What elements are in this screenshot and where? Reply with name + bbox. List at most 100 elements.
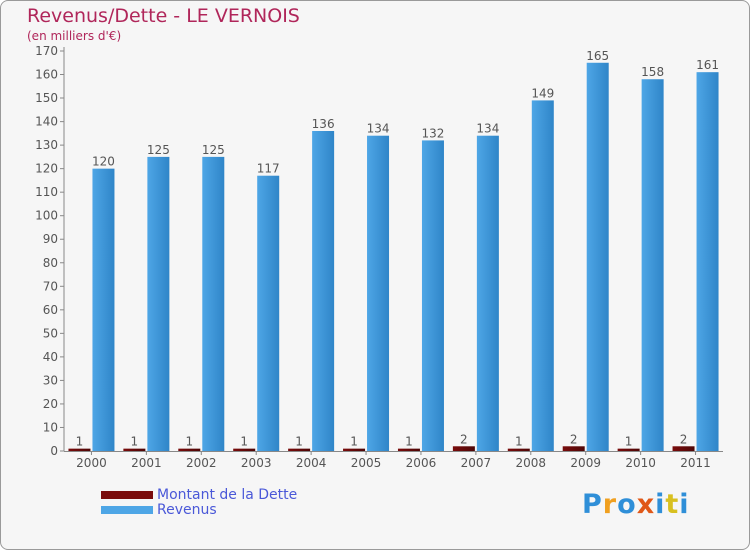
legend-swatch-dette bbox=[101, 490, 153, 499]
bar-revenus bbox=[312, 131, 335, 451]
x-tick-label: 2005 bbox=[351, 456, 382, 470]
data-label-revenus: 161 bbox=[696, 58, 719, 72]
bar-dette bbox=[672, 446, 695, 451]
bar-dette bbox=[288, 448, 311, 451]
data-label-dette: 2 bbox=[460, 432, 468, 446]
x-tick-label: 2007 bbox=[461, 456, 492, 470]
data-label-dette: 1 bbox=[76, 435, 84, 449]
bar-revenus bbox=[202, 156, 225, 451]
logo-letter: t bbox=[665, 489, 680, 520]
data-label-dette: 1 bbox=[295, 435, 303, 449]
data-label-revenus: 125 bbox=[147, 143, 170, 157]
y-tick-label: 140 bbox=[35, 115, 58, 129]
y-tick-label: 80 bbox=[43, 256, 58, 270]
data-label-dette: 1 bbox=[625, 435, 633, 449]
x-tick-label: 2009 bbox=[570, 456, 601, 470]
x-tick-label: 2002 bbox=[186, 456, 217, 470]
data-label-revenus: 134 bbox=[367, 122, 390, 136]
x-tick-label: 2010 bbox=[625, 456, 656, 470]
data-label-dette: 1 bbox=[131, 435, 139, 449]
logo-letter: i bbox=[679, 489, 690, 520]
bar-revenus bbox=[147, 156, 170, 451]
y-tick-label: 60 bbox=[43, 303, 58, 317]
logo-letter: P bbox=[582, 489, 603, 520]
x-tick-label: 2000 bbox=[76, 456, 107, 470]
bar-dette bbox=[507, 448, 530, 451]
data-label-dette: 2 bbox=[680, 432, 688, 446]
bar-dette bbox=[562, 446, 585, 451]
bar-dette bbox=[123, 448, 146, 451]
y-tick-label: 170 bbox=[35, 44, 58, 58]
y-tick-label: 10 bbox=[43, 420, 58, 434]
logo-letter: x bbox=[636, 489, 656, 520]
data-label-dette: 1 bbox=[515, 435, 523, 449]
y-tick-label: 150 bbox=[35, 91, 58, 105]
bar-revenus bbox=[92, 168, 115, 451]
data-label-revenus: 149 bbox=[531, 86, 554, 100]
bar-dette bbox=[68, 448, 91, 451]
logo-letter: r bbox=[602, 489, 618, 520]
bar-revenus bbox=[641, 79, 664, 451]
bar-dette bbox=[233, 448, 256, 451]
y-tick-label: 0 bbox=[50, 444, 58, 458]
y-tick-label: 70 bbox=[43, 279, 58, 293]
axes: 0 10 20 30 40 50 60 70 80 90 100 110 120 130 140 150 160… bbox=[35, 44, 723, 470]
x-tick-label: 2011 bbox=[680, 456, 711, 470]
x-tick-label: 2006 bbox=[406, 456, 437, 470]
data-label-dette: 1 bbox=[350, 435, 358, 449]
legend-label-revenus: Revenus bbox=[157, 501, 217, 518]
data-label-revenus: 125 bbox=[202, 143, 225, 157]
legend-swatch-revenus bbox=[101, 505, 153, 514]
legend-item-revenus: Revenus bbox=[101, 501, 297, 518]
bar-revenus bbox=[257, 175, 280, 452]
chart-title: Revenus/Dette - LE VERNOIS bbox=[27, 5, 300, 27]
data-label-dette: 1 bbox=[185, 435, 193, 449]
chart-subtitle: (en milliers d'€) bbox=[27, 29, 122, 43]
bar-revenus bbox=[586, 62, 609, 451]
y-tick-label: 50 bbox=[43, 326, 58, 340]
bar-revenus bbox=[531, 100, 554, 451]
bar-dette bbox=[617, 448, 640, 451]
legend-item-dette: Montant de la Dette bbox=[101, 486, 298, 503]
data-label-revenus: 117 bbox=[257, 162, 280, 176]
y-tick-label: 90 bbox=[43, 232, 58, 246]
y-tick-label: 40 bbox=[43, 350, 58, 364]
data-label-revenus: 165 bbox=[586, 49, 609, 63]
bar-dette bbox=[343, 448, 366, 451]
y-tick-label: 120 bbox=[35, 162, 58, 176]
legend-label-dette: Montant de la Dette bbox=[157, 486, 298, 503]
x-tick-label: 2001 bbox=[131, 456, 162, 470]
logo-letter: i bbox=[655, 489, 666, 520]
y-tick-label: 130 bbox=[35, 138, 58, 152]
data-label-revenus: 132 bbox=[422, 126, 445, 140]
x-tick-label: 2003 bbox=[241, 456, 272, 470]
bar-revenus bbox=[476, 135, 499, 452]
data-label-revenus: 158 bbox=[641, 65, 664, 79]
proxiti-logo: Proxiti bbox=[582, 489, 690, 520]
data-label-revenus: 136 bbox=[312, 117, 335, 131]
x-tick-label: 2004 bbox=[296, 456, 327, 470]
bar-dette bbox=[397, 448, 420, 451]
legend: Montant de la Dette Revenus bbox=[101, 486, 298, 518]
data-label-dette: 1 bbox=[240, 435, 248, 449]
logo-letter: o bbox=[617, 489, 637, 520]
bar-dette bbox=[178, 448, 201, 451]
data-label-dette: 2 bbox=[570, 432, 578, 446]
y-tick-label: 160 bbox=[35, 68, 58, 82]
data-label-revenus: 134 bbox=[476, 122, 499, 136]
x-tick-label: 2008 bbox=[516, 456, 547, 470]
data-label-dette: 1 bbox=[405, 435, 413, 449]
y-tick-label: 100 bbox=[35, 209, 58, 223]
y-tick-label: 30 bbox=[43, 373, 58, 387]
data-label-revenus: 120 bbox=[92, 155, 115, 169]
bars bbox=[68, 62, 719, 452]
value-labels: 1 120 1 125 1 125 1 117 1 136 1 134 1 132 2 134 1 149 2 165… bbox=[76, 49, 719, 449]
bar-revenus bbox=[696, 72, 719, 452]
bar-revenus bbox=[421, 140, 444, 452]
y-tick-label: 110 bbox=[35, 185, 58, 199]
bar-dette bbox=[452, 446, 475, 451]
y-tick-label: 20 bbox=[43, 397, 58, 411]
bar-revenus bbox=[367, 135, 390, 452]
